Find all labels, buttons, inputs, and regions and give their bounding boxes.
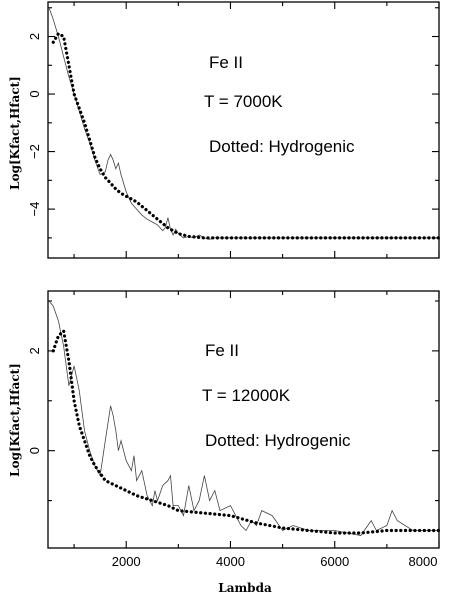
series-group-top [48,7,441,240]
plot-frame-bottom [47,290,440,549]
annotation-temperature-top: T = 7000K [204,92,283,111]
y-tick-label: 2 [27,347,42,354]
series-group-bottom [48,300,441,536]
annotation-species-top: Fe II [209,53,243,72]
panel-top: 2 0 −2 −4 Fe II T = 7000K Dotted: Hydrogeni… [8,1,441,259]
series-line-fe-ii [48,7,439,240]
x-tick-label: 8000 [409,554,438,569]
ytick-labels-bottom: 20 [27,347,42,454]
y-axis-label-bottom: Log[Kfact,Hfact] [8,363,22,477]
y-tick-label: 0 [27,90,42,97]
panel-bottom: 20 2000 4000 6000 8000 Fe II T = 12000K Dot… [8,290,441,595]
x-tick-label: 2000 [112,554,141,569]
xtick-labels-bottom: 2000 4000 6000 8000 [112,554,438,569]
tick-marks-top [48,2,440,258]
series-line-hydrogenic [51,31,441,240]
y-axis-label-top: Log[Kfact,Hfact] [8,76,22,190]
y-tick-label: 2 [27,33,42,40]
x-axis-label: Lambda [218,581,272,595]
plot-frame-top [47,1,440,259]
y-tick-label: 0 [27,447,42,454]
y-tick-label: −2 [27,144,42,159]
annotation-temperature-bottom: T = 12000K [202,386,291,405]
x-tick-label: 4000 [216,554,245,569]
series-line-fe-ii [48,300,439,536]
x-tick-label: 6000 [320,554,349,569]
series-line-hydrogenic [51,327,441,535]
y-tick-label: −4 [27,202,42,217]
annotation-species-bottom: Fe II [205,341,239,360]
annotation-legend-bottom: Dotted: Hydrogenic [205,431,351,450]
annotation-legend-top: Dotted: Hydrogenic [209,137,355,156]
tick-marks-bottom [48,291,440,548]
ytick-labels-top: 2 0 −2 −4 [27,33,42,217]
